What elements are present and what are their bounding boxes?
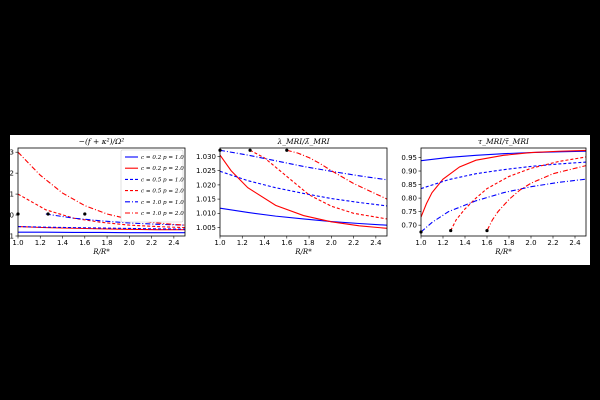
x-tick-label: 2.4 xyxy=(370,239,382,247)
legend-label: c = 1.0 p = 2.0 xyxy=(141,211,184,217)
x-tick-label: 2.2 xyxy=(547,239,558,247)
chart-title: −(f + κ²)/Ω² xyxy=(79,137,125,146)
series-line-3 xyxy=(18,226,185,230)
x-axis-label: R/R* xyxy=(92,248,110,256)
x-tick-label: 1.0 xyxy=(12,239,23,247)
axes-frame xyxy=(219,147,388,237)
x-tick-label: 2.2 xyxy=(146,239,157,247)
series-line-6 xyxy=(486,165,586,231)
series-group xyxy=(18,151,185,234)
x-tick-label: 1.4 xyxy=(259,239,271,247)
x-tick-label: 2.0 xyxy=(525,239,536,247)
x-tick-label: 1.6 xyxy=(481,239,493,247)
axes-frame xyxy=(17,147,186,237)
y-tick-label: 1.015 xyxy=(196,195,216,203)
y-tick-label: 2 xyxy=(10,170,14,178)
x-tick-label: 2.2 xyxy=(348,239,359,247)
y-tick-label: 0 xyxy=(10,211,14,219)
y-tick-label: 1 xyxy=(10,190,14,198)
y-tick-label: 3 xyxy=(10,149,14,157)
x-tick-label: 2.4 xyxy=(569,239,581,247)
legend-label: c = 0.5 p = 1.0 xyxy=(141,177,184,183)
x-tick-label: 1.2 xyxy=(35,239,46,247)
data-marker-3 xyxy=(285,148,289,152)
series-line-2 xyxy=(421,149,586,218)
legend-label: c = 0.2 p = 2.0 xyxy=(141,166,184,172)
series-line-4 xyxy=(450,156,586,231)
chart-panel-3: τ_MRI/τ̃_MRI 1.0 1.2 1.4 1.6 1.8 2.0 2.2 2.4 0.70… xyxy=(401,137,587,256)
y-tick-label: 1.005 xyxy=(196,224,216,232)
legend-label: c = 0.2 p = 1.0 xyxy=(141,155,184,161)
series-group xyxy=(220,149,387,229)
x-tick-label: 1.2 xyxy=(237,239,248,247)
series-line-5 xyxy=(421,178,586,233)
x-tick-label: 1.8 xyxy=(503,239,514,247)
series-line-5 xyxy=(220,149,387,181)
x-tick-label: 1.2 xyxy=(437,239,448,247)
series-line-3 xyxy=(421,161,586,190)
chart-title: τ_MRI/τ̃_MRI xyxy=(478,137,530,146)
data-marker-2 xyxy=(46,212,50,216)
x-tick-label: 1.4 xyxy=(57,239,69,247)
axes-frame xyxy=(420,147,587,237)
y-tick-label: 0.90 xyxy=(401,167,417,175)
chart-title: λ_MRI/λ̃_MRI xyxy=(276,137,330,146)
series-line-1 xyxy=(220,207,387,226)
y-tick-label: 0.85 xyxy=(401,181,417,189)
series-line-6 xyxy=(18,151,185,226)
data-marker-3 xyxy=(83,212,87,216)
y-tick-label: 1.025 xyxy=(196,167,216,175)
x-tick-label: 1.8 xyxy=(303,239,314,247)
x-tick-label: 1.6 xyxy=(281,239,293,247)
data-marker-2 xyxy=(248,148,252,152)
series-line-4 xyxy=(249,149,387,220)
x-tick-label: 1.6 xyxy=(79,239,91,247)
y-tick-label: −1 xyxy=(4,232,14,240)
y-tick-label: 1.020 xyxy=(196,181,216,189)
series-group xyxy=(421,149,586,233)
chart-panel-1: −(f + κ²)/Ω² 1.0 1.2 1.4 1.6 1.8 2.0 2.2 2.4 −1 0 1… xyxy=(4,137,186,256)
series-line-3 xyxy=(220,170,387,207)
series-line-2 xyxy=(220,154,387,229)
x-axis-label: R/R* xyxy=(494,248,512,256)
x-tick-label: 2.0 xyxy=(326,239,337,247)
x-tick-label: 1.0 xyxy=(214,239,225,247)
x-tick-label: 2.4 xyxy=(168,239,180,247)
legend: c = 0.2 p = 1.0 c = 0.2 p = 2.0 c = 0.5 p … xyxy=(120,149,184,223)
data-marker-3 xyxy=(485,228,489,233)
x-tick-label: 1.8 xyxy=(101,239,112,247)
legend-label: c = 1.0 p = 1.0 xyxy=(141,200,184,206)
series-line-5 xyxy=(45,213,185,226)
y-tick-label: 0.80 xyxy=(401,194,417,202)
y-tick-label: 1.030 xyxy=(196,153,216,161)
x-axis-label: R/R* xyxy=(294,248,312,256)
y-tick-label: 0.70 xyxy=(401,222,417,230)
x-tick-label: 2.0 xyxy=(124,239,135,247)
x-tick-label: 1.0 xyxy=(415,239,426,247)
series-line-6 xyxy=(286,149,387,200)
chart-panel-2: λ_MRI/λ̃_MRI 1.0 1.2 1.4 1.6 1.8 2.0 2.2 2.4 1.00… xyxy=(196,137,388,256)
x-tick-label: 1.4 xyxy=(459,239,471,247)
y-tick-label: 0.95 xyxy=(401,154,417,162)
y-tick-label: 0.75 xyxy=(401,208,417,216)
y-tick-label: 1.010 xyxy=(196,210,216,218)
legend-label: c = 0.5 p = 2.0 xyxy=(141,189,184,195)
series-line-4 xyxy=(18,193,185,229)
data-marker-2 xyxy=(449,228,453,233)
